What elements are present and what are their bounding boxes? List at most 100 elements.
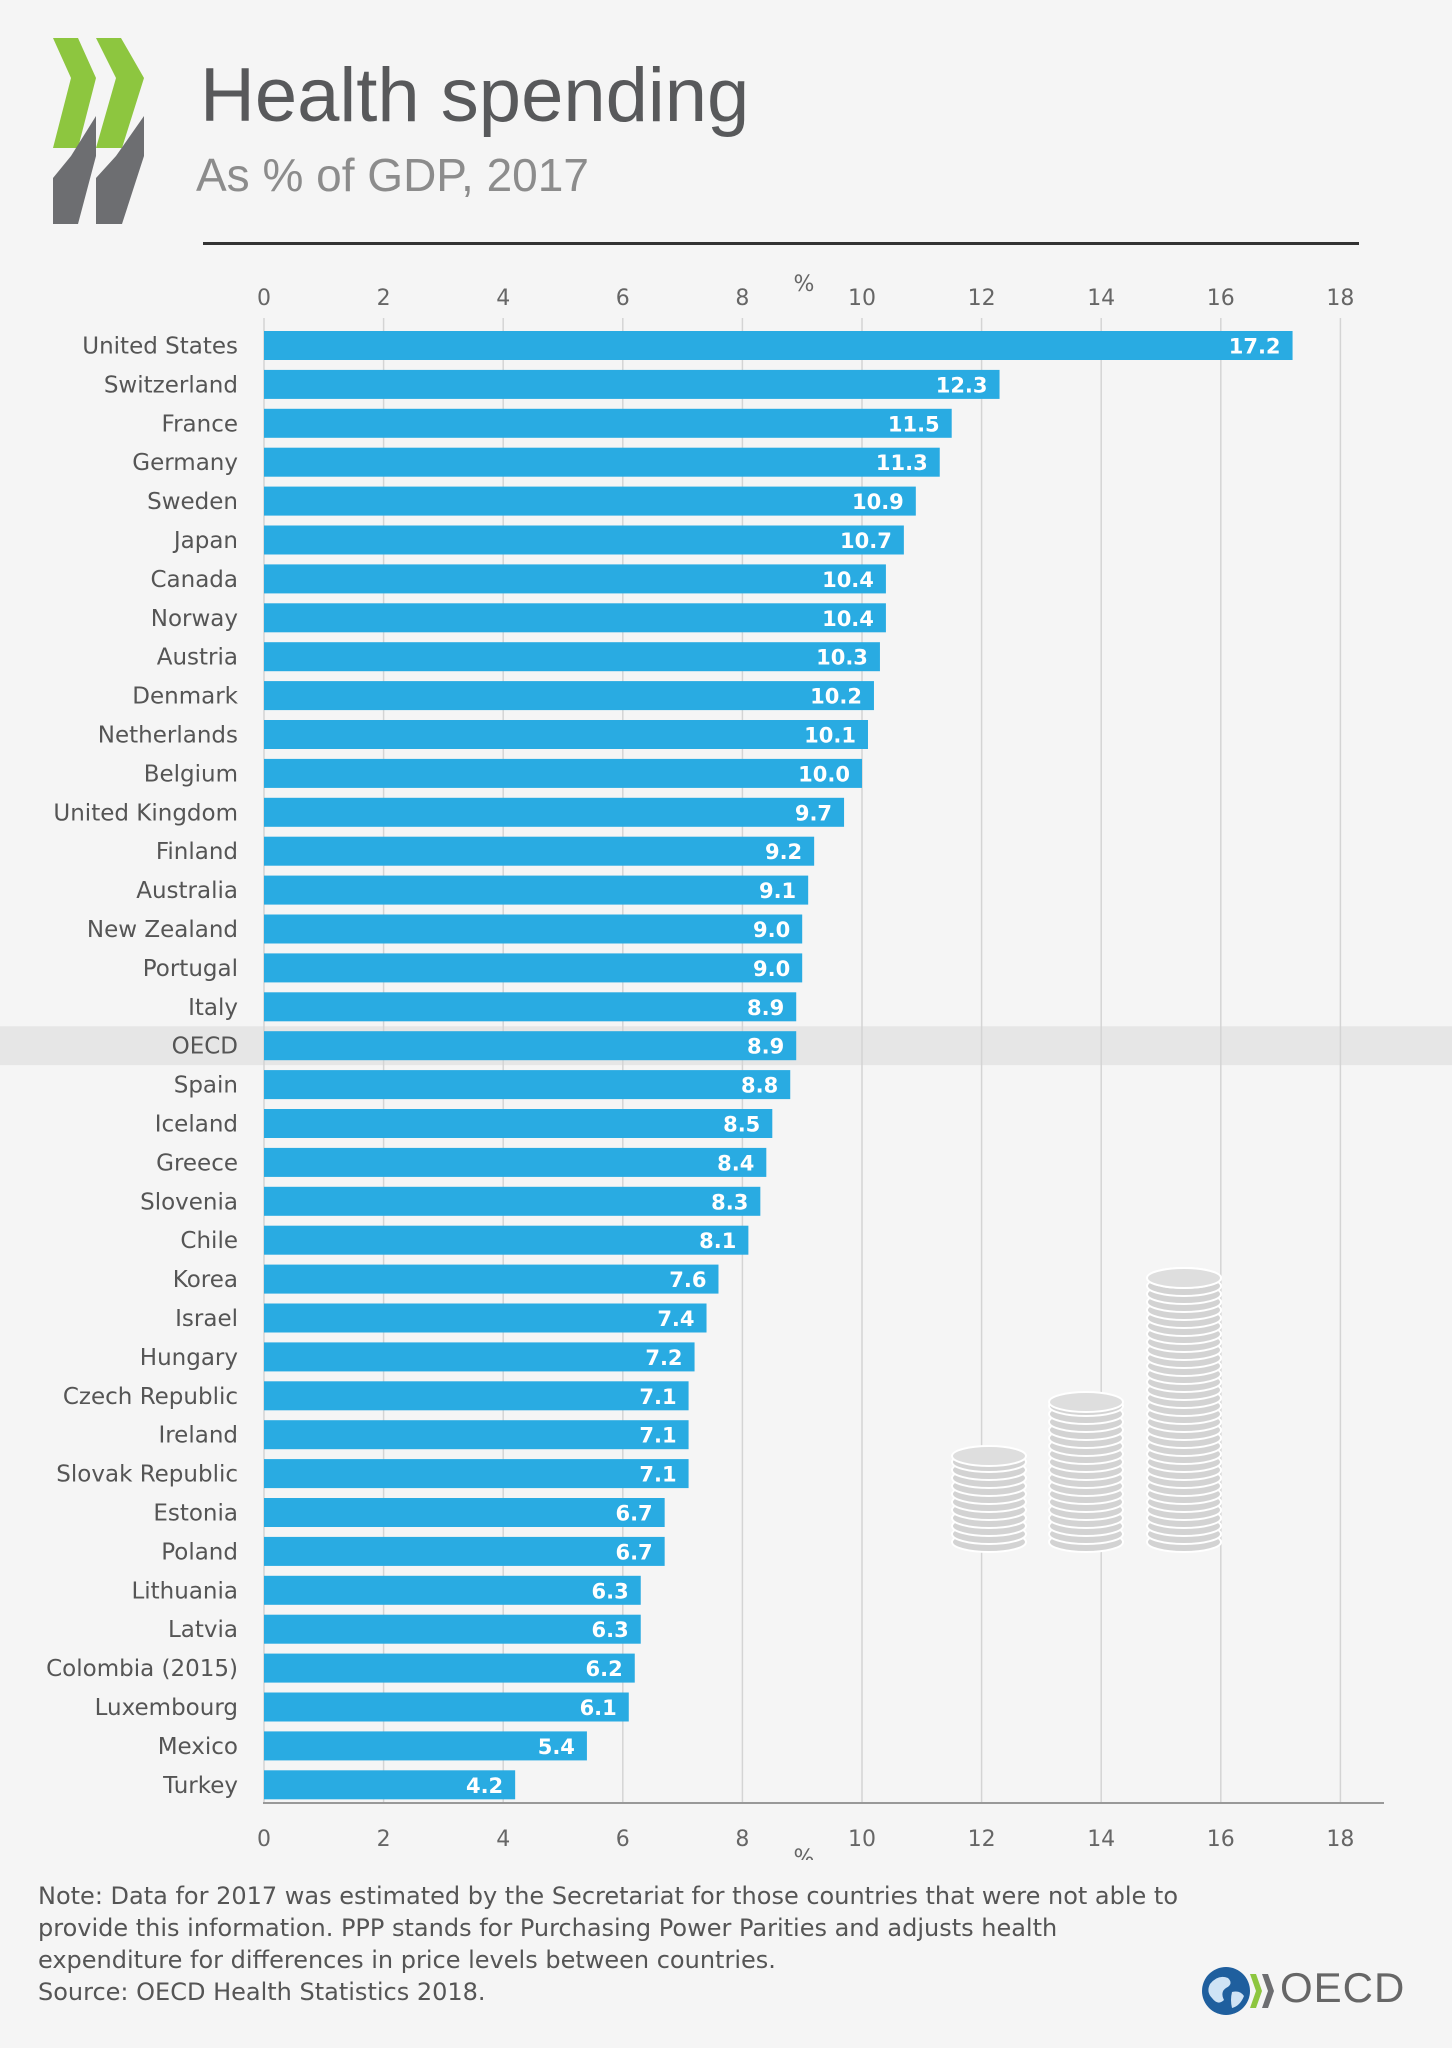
x-axis-unit-bottom: % xyxy=(794,1846,815,1860)
value-label: 10.4 xyxy=(822,607,874,631)
source-text: Source: OECD Health Statistics 2018. xyxy=(38,1978,486,2006)
bar-denmark xyxy=(264,681,874,711)
bar-finland xyxy=(264,836,815,866)
coin-top xyxy=(1146,1267,1222,1289)
page-subtitle: As % of GDP, 2017 xyxy=(196,149,589,201)
value-label: 10.7 xyxy=(840,529,892,553)
category-label: Spain xyxy=(174,1073,238,1099)
coin-stacks-icon xyxy=(951,1267,1222,1553)
value-label: 6.2 xyxy=(586,1657,623,1681)
value-label: 8.1 xyxy=(699,1229,736,1253)
value-label: 6.1 xyxy=(580,1696,617,1720)
bar-belgium xyxy=(264,758,862,788)
value-label: 6.3 xyxy=(592,1579,629,1603)
bar-poland xyxy=(264,1536,665,1566)
category-label: Poland xyxy=(161,1539,238,1565)
bar-australia xyxy=(264,875,809,905)
bar-new-zealand xyxy=(264,914,803,944)
bar-france xyxy=(264,408,952,438)
coin-top xyxy=(1048,1391,1124,1413)
value-label: 6.3 xyxy=(592,1618,629,1642)
coin-top xyxy=(951,1445,1027,1467)
x-tick-label-top: 2 xyxy=(377,286,391,311)
x-tick-label-top: 18 xyxy=(1326,286,1354,311)
value-label: 10.9 xyxy=(852,490,904,514)
value-labels: 17.2 12.3 11.5 11.3 10.9 10.7 10.4 10.4 10.3 10.2… xyxy=(466,335,1281,1798)
category-label: Colombia (2015) xyxy=(46,1656,238,1682)
value-label: 8.4 xyxy=(717,1151,754,1175)
x-tick-label-top: 12 xyxy=(968,286,996,311)
bar-spain xyxy=(264,1070,791,1100)
category-label: Lithuania xyxy=(131,1578,238,1604)
footer-chevron-2 xyxy=(1262,1974,1274,2008)
x-tick-label-bottom: 16 xyxy=(1207,1827,1235,1852)
logo-chevron-grey-left xyxy=(53,116,96,224)
value-label: 8.9 xyxy=(747,996,784,1020)
bar-austria xyxy=(264,642,880,672)
category-label: Estonia xyxy=(153,1501,238,1527)
category-label: Hungary xyxy=(140,1345,238,1371)
value-label: 9.1 xyxy=(759,879,796,903)
value-label: 9.0 xyxy=(753,957,790,981)
bar-latvia xyxy=(264,1614,641,1644)
x-tick-label-top: 16 xyxy=(1207,286,1235,311)
value-label: 9.2 xyxy=(765,840,802,864)
bar-israel xyxy=(264,1303,707,1333)
category-label: Norway xyxy=(151,606,238,632)
bar-portugal xyxy=(264,953,803,983)
x-tick-label-top: 10 xyxy=(848,286,876,311)
bar-slovak-republic xyxy=(264,1459,689,1489)
coin-stack xyxy=(951,1445,1027,1553)
x-tick-label-bottom: 10 xyxy=(848,1827,876,1852)
bar-iceland xyxy=(264,1109,773,1138)
value-label: 10.3 xyxy=(816,646,868,670)
category-label: Slovenia xyxy=(140,1189,238,1215)
bar-chart: United States Switzerland France Germany Swe… xyxy=(0,272,1452,1860)
category-label: Italy xyxy=(188,995,238,1021)
value-label: 10.4 xyxy=(822,568,874,592)
bar-japan xyxy=(264,525,904,555)
logo-chevron-green-left xyxy=(53,38,96,148)
category-label: Netherlands xyxy=(98,723,238,749)
bar-korea xyxy=(264,1264,719,1294)
bar-italy xyxy=(264,992,797,1022)
footer-chevron-1 xyxy=(1250,1974,1262,2008)
category-label: Belgium xyxy=(144,761,238,787)
x-tick-label-top: 6 xyxy=(616,286,630,311)
x-axis-top: 0 2 4 6 8 10 12 14 16 18 xyxy=(257,286,1354,311)
coin-stack xyxy=(1146,1267,1222,1553)
category-label: Czech Republic xyxy=(63,1384,238,1410)
value-label: 4.2 xyxy=(466,1774,503,1798)
bar-canada xyxy=(264,564,886,594)
x-tick-label-bottom: 4 xyxy=(496,1827,510,1852)
oecd-chevrons-icon xyxy=(53,38,144,224)
x-tick-label-top: 0 xyxy=(257,286,271,311)
bar-colombia-2015- xyxy=(264,1653,635,1683)
bar-czech-republic xyxy=(264,1381,689,1411)
x-tick-label-bottom: 8 xyxy=(735,1827,749,1852)
title-divider xyxy=(203,242,1359,245)
bar-switzerland xyxy=(264,369,1000,399)
category-label: New Zealand xyxy=(87,917,238,943)
category-label: Chile xyxy=(180,1228,238,1254)
value-label: 11.3 xyxy=(876,451,928,475)
bar-mexico xyxy=(264,1731,587,1761)
value-label: 10.1 xyxy=(804,724,856,748)
bar-ireland xyxy=(264,1420,689,1450)
x-axis-unit-top: % xyxy=(794,272,815,297)
bar-chile xyxy=(264,1225,749,1255)
value-label: 7.4 xyxy=(657,1307,694,1331)
value-label: 7.1 xyxy=(639,1463,676,1487)
bar-slovenia xyxy=(264,1186,761,1216)
category-label: Austria xyxy=(157,645,238,671)
bar-turkey xyxy=(264,1770,516,1800)
footnote: Note: Data for 2017 was estimated by the… xyxy=(38,1880,1198,2008)
bars xyxy=(264,331,1293,1800)
category-label: France xyxy=(162,411,238,437)
x-tick-label-bottom: 12 xyxy=(968,1827,996,1852)
value-label: 10.0 xyxy=(798,762,850,786)
value-label: 7.1 xyxy=(639,1424,676,1448)
x-tick-label-top: 8 xyxy=(735,286,749,311)
category-label: Mexico xyxy=(158,1734,238,1760)
note-text: Note: Data for 2017 was estimated by the… xyxy=(38,1882,1179,1974)
